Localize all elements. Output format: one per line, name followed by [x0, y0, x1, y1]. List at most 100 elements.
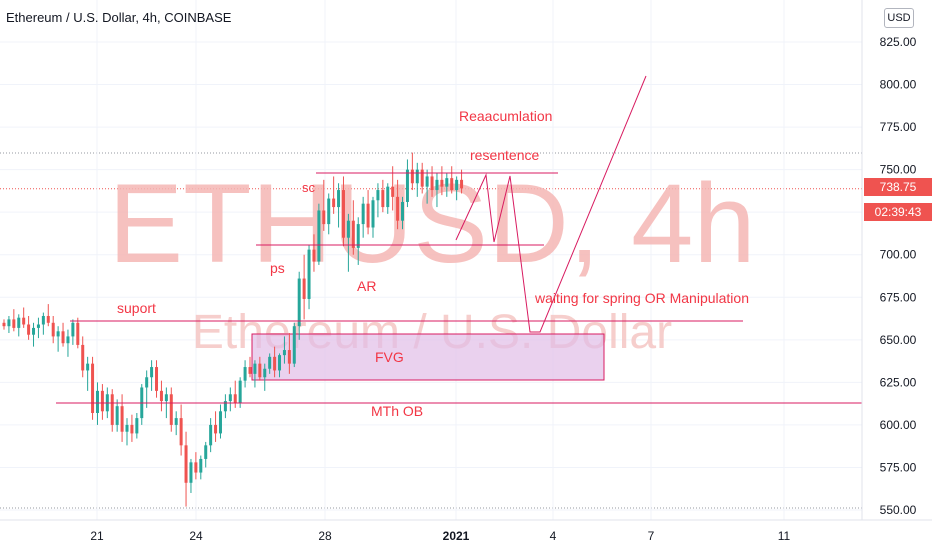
candle-body [405, 169, 409, 202]
sc-label: sc [302, 180, 316, 195]
candle-body [312, 249, 316, 262]
countdown-value: 02:39:43 [875, 205, 922, 219]
candle-body [425, 176, 429, 187]
candle-body [396, 196, 400, 221]
candle-body [174, 418, 178, 425]
resistance-label: resentence [470, 147, 539, 163]
candle-body [415, 169, 419, 184]
candle-body [189, 462, 193, 483]
candle-body [341, 190, 345, 238]
candle-body [32, 327, 36, 335]
candle-body [238, 380, 242, 403]
candle-body [2, 322, 6, 327]
mth-ob-label: MTh OB [371, 403, 423, 419]
price-tick-label: 750.00 [880, 163, 917, 177]
candle-body [130, 424, 134, 434]
candle-body [278, 355, 282, 371]
reaccumulation-label: Reaacumlation [459, 108, 552, 124]
price-tick-label: 600.00 [880, 418, 917, 432]
candle-body [263, 368, 267, 378]
candle-body [76, 322, 80, 345]
time-tick-label: 7 [648, 529, 655, 543]
spring-label: waiting for spring OR Manipulation [534, 290, 749, 306]
last-price-value: 738.75 [880, 180, 917, 194]
fvg-label: FVG [375, 349, 404, 365]
candle-body [56, 331, 60, 337]
candle-body [233, 394, 237, 403]
candle-body [243, 367, 247, 381]
price-tick-label: 650.00 [880, 333, 917, 347]
candle-body [110, 394, 114, 425]
candle-body [22, 317, 26, 325]
candle-body [268, 356, 272, 369]
candle-body [430, 176, 434, 191]
candle-body [356, 224, 360, 248]
candle-body [7, 319, 11, 327]
candle-body [184, 445, 188, 483]
candle-body [302, 278, 306, 299]
price-tick-label: 800.00 [880, 78, 917, 92]
candle-body [214, 424, 218, 434]
chart-title: Ethereum / U.S. Dollar, 4h, COINBASE [6, 10, 232, 25]
candle-body [223, 401, 227, 412]
ps-label: ps [270, 260, 285, 276]
price-tick-label: 550.00 [880, 503, 917, 517]
candle-body [253, 363, 257, 374]
fvg-zone[interactable] [251, 333, 605, 381]
time-axis[interactable]: 21 24 28 2021 4 7 11 [0, 519, 932, 543]
candle-body [115, 406, 119, 425]
candle-body [391, 186, 395, 197]
candle-body [248, 367, 252, 374]
price-tick-label: 575.00 [880, 460, 917, 474]
time-tick-label: 28 [318, 529, 332, 543]
candle-body [61, 331, 65, 344]
price-tick-label: 700.00 [880, 248, 917, 262]
chart-grid [0, 0, 862, 520]
candle-body [125, 424, 129, 432]
candle-body [435, 179, 439, 191]
candle-body [12, 319, 16, 328]
candle-body [410, 169, 414, 184]
time-tick-label: 24 [189, 529, 203, 543]
candle-body [41, 315, 45, 325]
currency-button[interactable]: USD [884, 8, 914, 28]
candle-body [86, 363, 90, 371]
candle-body [51, 322, 55, 337]
candle-body [228, 394, 232, 402]
candle-body [292, 326, 296, 364]
candle-body [337, 190, 341, 208]
price-tick-label: 775.00 [880, 120, 917, 134]
candle-body [401, 201, 405, 221]
candle-body [199, 458, 203, 473]
candle-body [346, 220, 350, 238]
candle-body [91, 363, 95, 413]
candle-body [169, 394, 173, 425]
candle-body [164, 394, 168, 402]
candle-body [27, 324, 31, 335]
candle-body [322, 210, 326, 225]
time-tick-label: 11 [778, 529, 791, 543]
candle-body [150, 367, 154, 378]
candle-body [17, 317, 21, 328]
candles-group [2, 152, 464, 507]
candle-body [71, 322, 75, 337]
candle-body [258, 363, 262, 378]
time-tick-label: 21 [90, 529, 104, 543]
candle-body [361, 203, 365, 225]
last-price-badge: 738.75 [864, 178, 932, 196]
candle-body [460, 179, 464, 189]
candle-body [120, 406, 124, 432]
candle-body [332, 198, 336, 208]
price-axis[interactable]: 825.00800.00775.00750.00725.00700.00675.… [861, 0, 932, 550]
candle-body [135, 418, 139, 434]
candle-body [100, 390, 104, 412]
price-tick-label: 675.00 [880, 290, 917, 304]
candle-body [376, 190, 380, 201]
candle-body [66, 336, 70, 344]
candle-body [371, 200, 375, 228]
price-tick-label: 825.00 [880, 35, 917, 49]
projection-path[interactable] [455, 75, 647, 333]
candle-body [455, 179, 459, 191]
candle-body [81, 344, 85, 371]
